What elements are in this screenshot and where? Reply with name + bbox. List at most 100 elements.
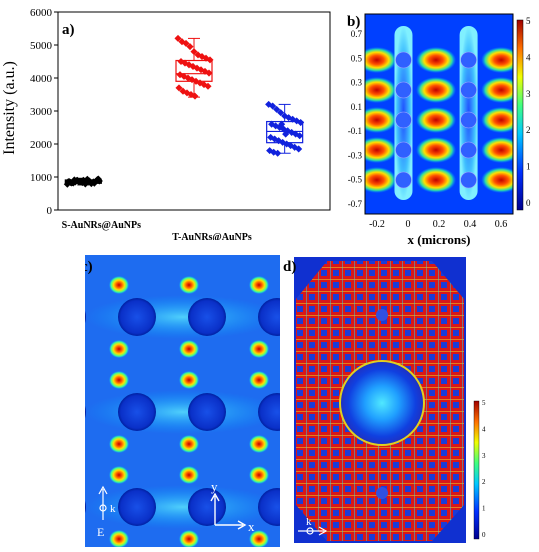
nanoparticle — [395, 81, 412, 99]
hotspot — [109, 435, 129, 453]
panel-label-a: a) — [62, 22, 75, 38]
hotspot — [416, 47, 457, 73]
data-point — [273, 105, 281, 113]
nanosphere — [188, 488, 226, 526]
y-tick-label-b: 0.5 — [351, 53, 363, 63]
hotspot — [109, 276, 129, 294]
hotspot — [249, 530, 269, 547]
colorbar-b — [516, 19, 524, 211]
colorbar-tick-d: 3 — [482, 452, 486, 460]
colorbar-tick-d: 4 — [482, 425, 486, 433]
nanoparticle — [460, 111, 477, 129]
hotspot — [365, 107, 397, 133]
data-point — [269, 102, 277, 110]
nanosphere — [85, 500, 86, 514]
data-point — [204, 82, 212, 90]
k-label-c: k — [110, 503, 116, 515]
data-point — [295, 145, 303, 153]
y-tick-label: 6000 — [30, 7, 53, 19]
hotspot — [179, 530, 199, 547]
hotspot — [109, 371, 129, 389]
nanosphere — [118, 393, 156, 431]
colorbar-tick-d: 5 — [482, 399, 486, 407]
hotspot — [109, 530, 129, 547]
panel-a-intensity-chart: Intensity (a.u.) a) 0 1000 2000 3000 4000 500… — [0, 0, 345, 253]
polarization-indicator — [98, 485, 108, 520]
k-indicator-d — [298, 526, 328, 536]
axis-indicator-xy — [210, 492, 247, 530]
hotspot — [109, 340, 129, 358]
panel-label-c: c) — [85, 259, 93, 275]
hotspot — [365, 167, 397, 193]
data-point — [93, 176, 101, 184]
hotspot — [179, 371, 199, 389]
nanoparticle — [460, 51, 477, 69]
hotspot — [249, 435, 269, 453]
field-map-b: -0.2 0 0.2 0.4 0.6 0.7 0.5 0.3 0.1 -0.1 -0.3 -0.5 -… — [347, 13, 531, 247]
y-tick-label-b: 0.1 — [351, 102, 362, 112]
nanosphere — [118, 488, 156, 526]
hotspot — [416, 137, 457, 163]
colorbar-tick-b: 0 — [526, 198, 531, 208]
e-label-c: E — [97, 525, 104, 539]
nanoparticle — [395, 171, 412, 189]
data-point — [278, 120, 286, 128]
hotspot — [481, 107, 513, 133]
colorbar-tick-b: 5 — [526, 16, 531, 26]
nanoparticle — [395, 111, 412, 129]
nanoparticle — [460, 141, 477, 159]
colorbar-d — [473, 400, 480, 540]
data-point — [274, 149, 282, 157]
data-point — [297, 119, 305, 127]
nanosphere — [258, 488, 280, 526]
panel-label-d: d) — [283, 259, 296, 275]
hotspot — [249, 466, 269, 484]
data-point — [174, 34, 182, 42]
hotspot — [481, 137, 513, 163]
y-tick-label: 1000 — [30, 172, 53, 184]
y-tick-label-b: 0.7 — [351, 29, 363, 39]
x-tick-label-b: 0.2 — [433, 219, 446, 230]
colorbar-tick-d: 0 — [482, 531, 486, 539]
data-point — [282, 130, 290, 138]
panel-b-field-map: -0.2 0 0.2 0.4 0.6 0.7 0.5 0.3 0.1 -0.1 -0.3 -0.5 -… — [345, 0, 539, 250]
y-tick-label-b: -0.3 — [348, 150, 363, 160]
nanoparticle — [460, 81, 477, 99]
data-point — [191, 92, 199, 100]
hotspot — [179, 435, 199, 453]
colorbar-tick-b: 3 — [526, 89, 531, 99]
data-point — [182, 39, 190, 47]
hotspot — [179, 340, 199, 358]
x-tick-label: S-AuNRs@AuNPs — [62, 220, 141, 231]
data-point — [186, 43, 194, 51]
field-band — [85, 295, 280, 339]
colorbar-tick-b: 2 — [526, 125, 531, 135]
field-band — [85, 390, 280, 434]
x-tick-label-b: 0.4 — [464, 219, 477, 230]
hotspot — [481, 77, 513, 103]
nanosphere — [258, 393, 280, 431]
hotspot — [179, 276, 199, 294]
hotspot — [365, 77, 397, 103]
intensity-box-chart: Intensity (a.u.) a) 0 1000 2000 3000 4000 500… — [1, 7, 343, 253]
nanoparticle — [460, 171, 477, 189]
x-tick-label: T-AuNRs@AuNPs — [172, 232, 252, 240]
hotspot — [365, 137, 397, 163]
hotspot — [109, 466, 129, 484]
y-tick-label: 5000 — [30, 40, 53, 52]
nanosphere — [118, 298, 156, 336]
y-tick-label-b: 0.3 — [351, 78, 363, 88]
y-axis-label: Intensity (a.u.) — [1, 61, 18, 155]
nanosphere — [85, 310, 86, 324]
x-tick-label-b: 0 — [406, 219, 411, 230]
y-tick-label: 3000 — [30, 106, 53, 118]
data-point — [205, 69, 213, 77]
field-map-d: k 5 4 3 2 1 0 d) — [283, 257, 486, 543]
hotspot — [416, 77, 457, 103]
colorbar-tick-b: 4 — [526, 52, 531, 62]
y-tick-label-b: -0.7 — [348, 199, 363, 209]
x-tick-label-b: 0.6 — [495, 219, 508, 230]
nanosphere — [188, 393, 226, 431]
central-nanoparticle — [339, 360, 425, 446]
data-point — [277, 109, 285, 117]
